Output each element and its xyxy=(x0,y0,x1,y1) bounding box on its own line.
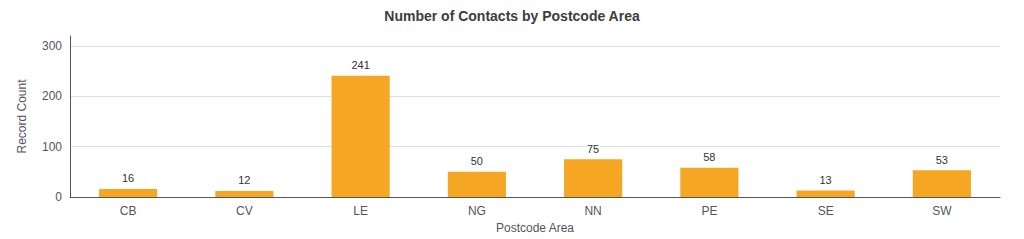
svg-text:53: 53 xyxy=(936,154,948,166)
svg-text:SW: SW xyxy=(932,204,952,218)
svg-text:12: 12 xyxy=(238,174,250,186)
svg-text:PE: PE xyxy=(701,204,717,218)
svg-text:16: 16 xyxy=(122,172,134,184)
svg-text:Record Count: Record Count xyxy=(15,79,29,154)
svg-text:75: 75 xyxy=(587,143,599,155)
svg-text:SE: SE xyxy=(818,204,834,218)
svg-text:CB: CB xyxy=(120,204,137,218)
svg-text:100: 100 xyxy=(42,140,62,154)
svg-text:LE: LE xyxy=(353,204,368,218)
svg-text:Number of Contacts by Postcode: Number of Contacts by Postcode Area xyxy=(384,8,640,24)
svg-text:58: 58 xyxy=(703,151,715,163)
svg-text:0: 0 xyxy=(55,190,62,204)
svg-text:50: 50 xyxy=(471,155,483,167)
svg-text:200: 200 xyxy=(42,89,62,103)
svg-text:Postcode Area: Postcode Area xyxy=(496,221,574,235)
svg-text:NN: NN xyxy=(584,204,601,218)
svg-text:CV: CV xyxy=(236,204,253,218)
svg-text:NG: NG xyxy=(468,204,486,218)
svg-text:13: 13 xyxy=(820,174,832,186)
svg-text:241: 241 xyxy=(351,59,369,71)
svg-text:300: 300 xyxy=(42,39,62,53)
